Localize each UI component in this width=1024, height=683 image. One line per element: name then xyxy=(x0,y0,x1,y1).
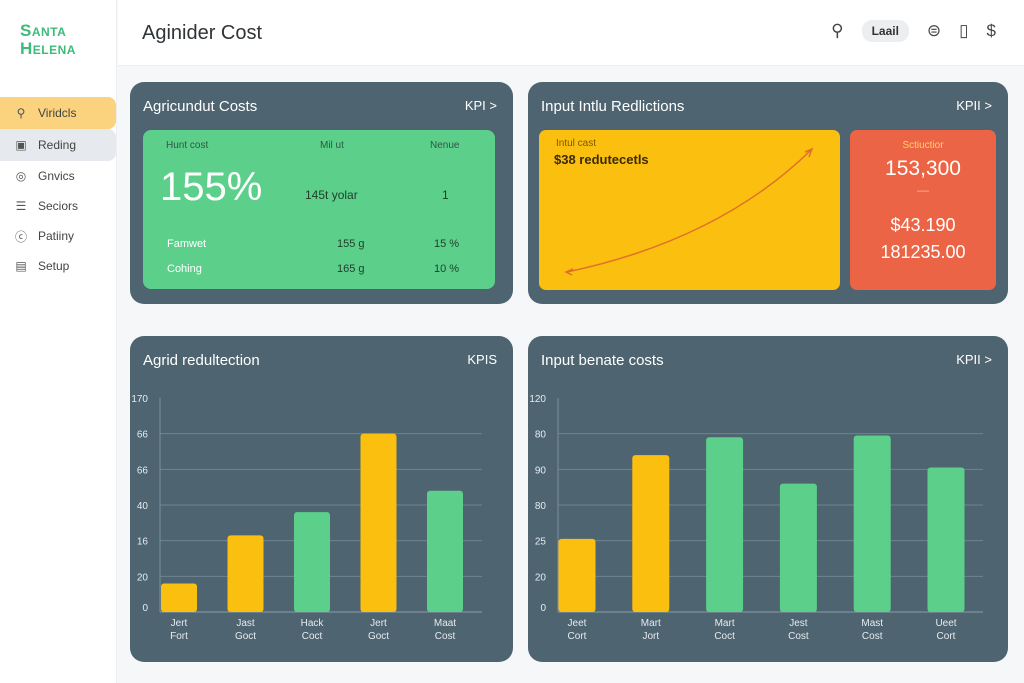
bar xyxy=(227,535,264,612)
x-tick-label: Jert xyxy=(171,618,188,629)
bar xyxy=(706,437,744,612)
bar-chart-1: 0 20 16 40 66 66 170 Jert Fort Jast Goct Hack Coct Je… xyxy=(131,394,482,642)
search-icon[interactable]: ⚲ xyxy=(831,21,844,40)
x-tick-label: Coct xyxy=(714,631,735,642)
big-value: 155% xyxy=(160,165,263,209)
x-tick-label: Jast xyxy=(236,618,255,629)
calculator-icon: ▤ xyxy=(15,259,27,273)
x-tick-label: Cost xyxy=(788,631,809,642)
bar xyxy=(294,512,330,612)
list-icon: ☰ xyxy=(15,199,27,213)
x-tick-label: Jest xyxy=(789,618,808,629)
page-title: Aginider Cost xyxy=(142,22,263,44)
y-tick-label: 80 xyxy=(535,501,547,512)
x-tick-label: Mast xyxy=(861,618,883,629)
y-tick-label: 90 xyxy=(535,465,547,476)
y-tick-label: 120 xyxy=(529,394,546,405)
trend-arrow xyxy=(564,147,814,276)
bar xyxy=(161,583,197,612)
user-pill[interactable]: Laail xyxy=(861,20,909,42)
x-tick-label: Jeet xyxy=(568,618,587,629)
chart1-card: Agrid redultection KPIS 0 20 16 40 66 66 170 Je… xyxy=(130,336,513,662)
card-title: Agrid redultection xyxy=(143,352,260,369)
x-tick-label: Mart xyxy=(715,618,735,629)
card-title: Input benate costs xyxy=(541,352,664,369)
bar xyxy=(427,490,463,612)
x-tick-label: Jert xyxy=(370,618,387,629)
x-tick-label: Goct xyxy=(368,631,389,642)
card-title: Agricundut Costs xyxy=(143,98,258,115)
x-tick-label: Coct xyxy=(302,631,323,642)
globe-icon: ◎ xyxy=(15,169,27,183)
x-tick-label: Hack xyxy=(301,618,325,629)
kpi-link[interactable]: KPIS xyxy=(467,352,497,367)
sidebar-item-setup[interactable]: ▤ Setup xyxy=(15,259,70,273)
card-title: Input Intlu Redlictions xyxy=(541,98,685,115)
kpi-link[interactable]: KPII > xyxy=(956,98,992,113)
x-tick-label: Jort xyxy=(642,631,659,642)
bar xyxy=(558,538,596,612)
reductions-card: Input Intlu Redlictions KPII > Intul cas… xyxy=(528,82,1008,304)
x-tick-label: Cort xyxy=(568,631,587,642)
y-tick-label: 20 xyxy=(137,572,149,583)
y-tick-label: 25 xyxy=(535,537,547,548)
bar xyxy=(632,455,670,612)
sidebar-item-reding[interactable]: ▣ Reding xyxy=(0,129,116,161)
user-icon: ⚲ xyxy=(16,106,26,120)
sidebar: Santa Helena ⚲ Viridcls ▣ Reding ◎ Gnvics ☰ S… xyxy=(0,0,117,683)
y-tick-label: 0 xyxy=(142,603,148,614)
sidebar-nav: ⚲ Viridcls ▣ Reding ◎ Gnvics ☰ Seciors ⓒ Pati… xyxy=(0,97,116,281)
x-tick-label: Mart xyxy=(641,618,661,629)
x-tick-label: Cost xyxy=(435,631,456,642)
coin-icon: ⓒ xyxy=(14,229,27,244)
kpi-link[interactable]: KPI > xyxy=(464,98,497,113)
y-tick-label: 80 xyxy=(535,430,547,441)
x-tick-label: Goct xyxy=(235,631,256,642)
bar-chart-2: 0 20 25 80 90 80 120 Jeet Cort Mart Jort Mart Coct Je… xyxy=(529,394,983,642)
bar xyxy=(779,483,817,612)
logo: Santa Helena xyxy=(20,21,76,58)
sidebar-item-viridcls[interactable]: ⚲ Viridcls xyxy=(0,97,116,129)
chart2-card: Input benate costs KPII > 0 20 25 80 90 80 120… xyxy=(528,336,1008,662)
reduction-panel: Intul cast $38 redutecetls xyxy=(539,130,840,290)
y-tick-label: 170 xyxy=(131,394,148,405)
y-tick-label: 16 xyxy=(137,537,149,548)
kpi-link[interactable]: KPII > xyxy=(956,352,992,367)
x-tick-label: Cost xyxy=(862,631,883,642)
chat-icon[interactable]: ⊜ xyxy=(926,21,942,40)
x-tick-label: Fort xyxy=(170,631,188,642)
costs-panel: Hunt cost Mil ut Nenue 155% 145t yolar 1… xyxy=(143,130,495,289)
selection-panel: Sctiuctior 153,300 — $43.190 181235.00 xyxy=(850,130,996,290)
header: Aginider Cost ⚲ Laail ⊜ ▯ $ xyxy=(118,0,1024,66)
bar xyxy=(360,433,397,612)
dollar-icon[interactable]: $ xyxy=(986,21,996,40)
sidebar-item-patiiny[interactable]: ⓒ Patiiny xyxy=(14,229,75,244)
document-icon[interactable]: ▯ xyxy=(959,21,969,40)
y-tick-label: 20 xyxy=(535,572,547,583)
costs-card: Agricundut Costs KPI > Hunt cost Mil ut … xyxy=(130,82,513,304)
y-tick-label: 40 xyxy=(137,501,149,512)
bar xyxy=(853,435,891,612)
y-tick-label: 66 xyxy=(137,430,149,441)
x-tick-label: Cort xyxy=(937,631,956,642)
x-tick-label: Maat xyxy=(434,618,456,629)
y-tick-label: 0 xyxy=(540,603,546,614)
sidebar-item-seciors[interactable]: ☰ Seciors xyxy=(15,199,79,213)
chart-icon: ▣ xyxy=(15,138,27,152)
y-tick-label: 66 xyxy=(137,465,149,476)
bar xyxy=(927,467,965,612)
sidebar-item-gnvics[interactable]: ◎ Gnvics xyxy=(15,169,75,183)
x-tick-label: Ueet xyxy=(935,618,956,629)
